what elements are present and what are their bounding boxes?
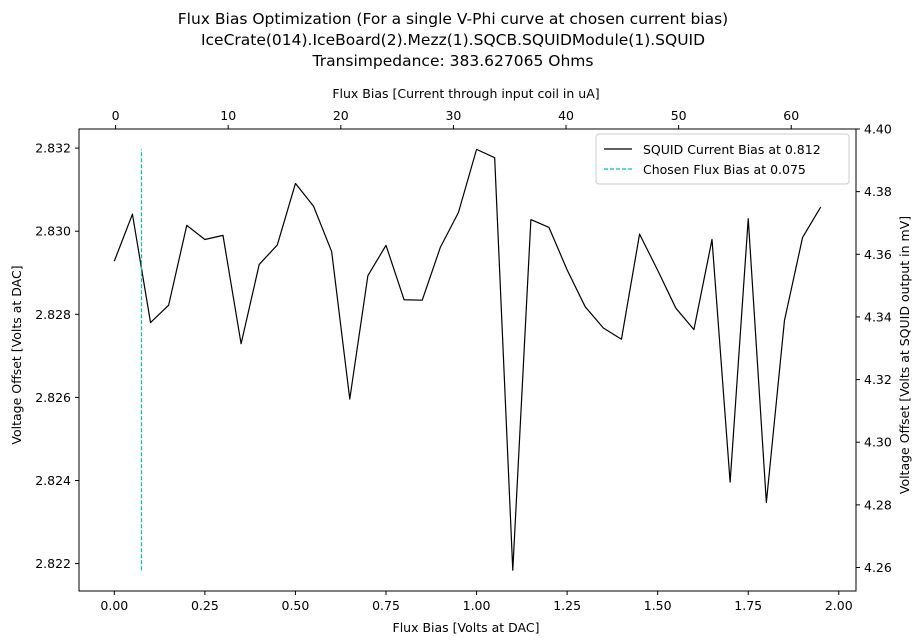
chart-title-line-1: Flux Bias Optimization (For a single V-P…	[178, 10, 728, 28]
y-tick-label: 2.832	[35, 141, 71, 156]
x-tick-label: 0.00	[100, 598, 128, 613]
y2-tick-label: 4.38	[864, 184, 892, 199]
chart-title-line-3: Transimpedance: 383.627065 Ohms	[312, 52, 594, 70]
legend-label-chosen-flux-bias: Chosen Flux Bias at 0.075	[643, 162, 806, 177]
y2-axis-label: Voltage Offset [Volts at SQUID output in…	[897, 216, 912, 494]
ticks-layer: 0.00 0.25 0.50 0.75 1.00 1.25 1.50 1.75 2.00 2.82…	[35, 108, 892, 613]
x-tick-label: 1.25	[553, 598, 581, 613]
x2-tick-label: 60	[783, 108, 799, 123]
y-tick-label: 2.826	[35, 390, 71, 405]
legend: SQUID Current Bias at 0.812 Chosen Flux …	[595, 133, 850, 185]
x2-tick-label: 30	[445, 108, 461, 123]
squid-current-bias-line	[113, 148, 822, 571]
y2-tick-label: 4.30	[864, 435, 892, 450]
y-axis-label: Voltage Offset [Volts at DAC]	[9, 265, 24, 444]
y-tick-label: 2.822	[35, 556, 71, 571]
x2-tick-label: 20	[333, 108, 349, 123]
chart-title-line-2: IceCrate(014).IceBoard(2).Mezz(1).SQCB.S…	[201, 31, 705, 49]
x2-axis-label: Flux Bias [Current through input coil in…	[332, 86, 599, 101]
y-tick-label: 2.830	[35, 224, 71, 239]
series-layer	[113, 148, 822, 571]
x-tick-label: 1.00	[463, 598, 491, 613]
legend-box	[595, 133, 850, 185]
x2-tick-label: 40	[558, 108, 574, 123]
x-axis-label: Flux Bias [Volts at DAC]	[393, 620, 540, 635]
x-tick-label: 0.50	[282, 598, 310, 613]
x-tick-label: 1.75	[734, 598, 762, 613]
x2-tick-label: 50	[671, 108, 687, 123]
y2-tick-label: 4.34	[864, 309, 892, 324]
plot-frame	[78, 128, 857, 592]
x-tick-label: 0.25	[191, 598, 219, 613]
y2-tick-label: 4.40	[864, 122, 892, 137]
y2-tick-label: 4.26	[864, 560, 892, 575]
x2-tick-label: 10	[220, 108, 236, 123]
y-tick-label: 2.824	[35, 473, 71, 488]
y2-tick-label: 4.36	[864, 247, 892, 262]
y2-tick-label: 4.32	[864, 372, 892, 387]
x2-tick-label: 0	[112, 108, 120, 123]
x-tick-label: 1.50	[644, 598, 672, 613]
legend-label-squid-current-bias: SQUID Current Bias at 0.812	[643, 142, 821, 157]
y2-tick-label: 4.28	[864, 497, 892, 512]
x-tick-label: 0.75	[372, 598, 400, 613]
x-tick-label: 2.00	[825, 598, 853, 613]
y-tick-label: 2.828	[35, 307, 71, 322]
